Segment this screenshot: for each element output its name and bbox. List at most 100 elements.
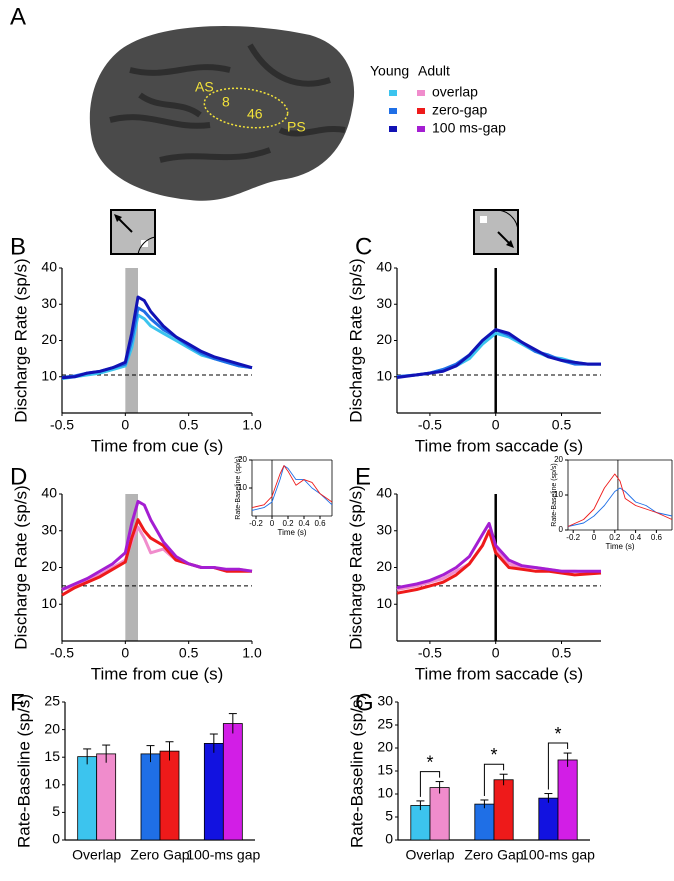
- region-label: AS: [195, 79, 214, 95]
- series-line: [396, 529, 602, 595]
- y-tick-label: 10: [238, 483, 247, 492]
- series-line: [396, 331, 601, 379]
- region-label: 46: [247, 106, 263, 122]
- x-axis-label: Time from cue (s): [91, 664, 224, 683]
- x-tick-label: 0: [492, 417, 500, 433]
- y-axis-label: Rate-Baseline (sp/s): [14, 694, 33, 848]
- x-tick-label: 0.5: [179, 645, 199, 661]
- series-line: [567, 487, 673, 527]
- y-tick-label: 10: [41, 367, 57, 383]
- x-tick-label: 0.4: [630, 533, 642, 542]
- x-tick-label: 0.5: [179, 417, 199, 433]
- y-tick-label: 20: [376, 558, 392, 574]
- x-tick-label: 0.5: [552, 417, 572, 433]
- x-axis-label: Time from cue (s): [91, 436, 224, 455]
- y-tick-label: 30: [376, 521, 392, 537]
- legend-swatch: [417, 90, 425, 96]
- significance-star: *: [554, 724, 561, 744]
- legend-label: zero-gap: [432, 102, 487, 118]
- y-tick-label: 20: [41, 558, 57, 574]
- region-label: 8: [222, 94, 230, 110]
- x-tick-label: 0.4: [298, 519, 310, 528]
- bar: [493, 779, 514, 841]
- significance-star: *: [490, 745, 497, 765]
- stimulus-shade: [125, 494, 138, 641]
- x-axis-label: Time from saccade (s): [415, 436, 583, 455]
- legend-swatch: [417, 108, 425, 114]
- y-tick-label: 20: [238, 455, 247, 464]
- y-tick-label: 10: [376, 595, 392, 611]
- bar: [222, 723, 243, 841]
- y-tick-label: 30: [376, 295, 392, 311]
- y-axis-label: Rate-Baseline (sp/s): [347, 694, 366, 848]
- bar: [429, 787, 450, 841]
- legend-label: 100 ms-gap: [432, 120, 506, 136]
- y-tick-label: 20: [377, 739, 393, 755]
- panel-letter: B: [10, 233, 26, 260]
- brain-sulci: [109, 43, 346, 163]
- significance-bracket: [419, 771, 441, 797]
- y-axis-label: Discharge Rate (sp/s): [11, 485, 30, 649]
- x-tick-label: 0.2: [609, 533, 621, 542]
- x-tick-label: Overlap: [405, 847, 454, 863]
- legend-label: overlap: [432, 84, 478, 100]
- x-tick-label: 1.0: [242, 645, 262, 661]
- y-axis-label: Rate-Baseline (sp/s): [551, 463, 558, 526]
- series-line: [396, 328, 601, 379]
- significance-bracket: [483, 763, 505, 796]
- bar: [159, 750, 180, 841]
- bar: [140, 753, 161, 841]
- y-tick-label: 0: [559, 525, 564, 534]
- y-axis-label: Rate-Baseline (sp/s): [235, 456, 242, 519]
- bar: [96, 753, 117, 841]
- y-tick-label: 0: [385, 831, 393, 847]
- y-tick-label: 15: [44, 748, 60, 764]
- x-tick-label: 0: [121, 645, 129, 661]
- y-axis-label: Discharge Rate (sp/s): [11, 258, 30, 422]
- x-tick-label: 0: [121, 417, 129, 433]
- bar: [203, 743, 224, 841]
- x-tick-label: 0: [270, 519, 275, 528]
- y-tick-label: 40: [41, 259, 57, 275]
- y-tick-label: 40: [41, 485, 57, 501]
- icon: [473, 209, 519, 255]
- x-tick-label: -0.5: [418, 417, 442, 433]
- y-tick-label: 20: [376, 331, 392, 347]
- x-tick-label: -0.5: [50, 645, 74, 661]
- y-tick-label: 25: [377, 716, 393, 732]
- y-tick-label: 20: [44, 720, 60, 736]
- legend-group: Adult: [418, 63, 450, 79]
- series-line: [251, 465, 333, 509]
- x-tick-label: -0.2: [249, 519, 263, 528]
- y-tick-label: 30: [41, 521, 57, 537]
- legend-group: Young: [370, 63, 409, 79]
- y-tick-label: 10: [376, 367, 392, 383]
- legend-swatch: [389, 126, 397, 132]
- y-tick-label: 5: [52, 803, 60, 819]
- x-tick-label: 0.2: [282, 519, 294, 528]
- y-tick-label: 30: [377, 693, 393, 709]
- y-tick-label: 5: [385, 808, 393, 824]
- significance-bracket: [547, 742, 569, 790]
- y-tick-label: 10: [554, 490, 563, 499]
- panel-letter: E: [355, 463, 371, 490]
- y-tick-label: 10: [41, 595, 57, 611]
- panel-letter: F: [10, 689, 25, 716]
- x-tick-label: Zero Gap: [464, 847, 523, 863]
- series-line: [61, 295, 253, 380]
- y-tick-label: 20: [554, 455, 563, 464]
- x-tick-label: 1.0: [242, 417, 262, 433]
- y-tick-label: 40: [376, 485, 392, 501]
- bar: [410, 805, 431, 841]
- region-label: PS: [287, 119, 306, 135]
- series-line: [567, 473, 673, 527]
- y-tick-label: 15: [377, 762, 393, 778]
- x-tick-label: 0.5: [552, 645, 572, 661]
- bar: [474, 803, 495, 841]
- y-tick-label: 40: [376, 259, 392, 275]
- series-line: [251, 465, 333, 511]
- y-axis-label: Discharge Rate (sp/s): [346, 485, 365, 649]
- y-tick-label: 0: [52, 831, 60, 847]
- x-tick-label: Zero Gap: [130, 847, 189, 863]
- brain-surface: [89, 25, 355, 201]
